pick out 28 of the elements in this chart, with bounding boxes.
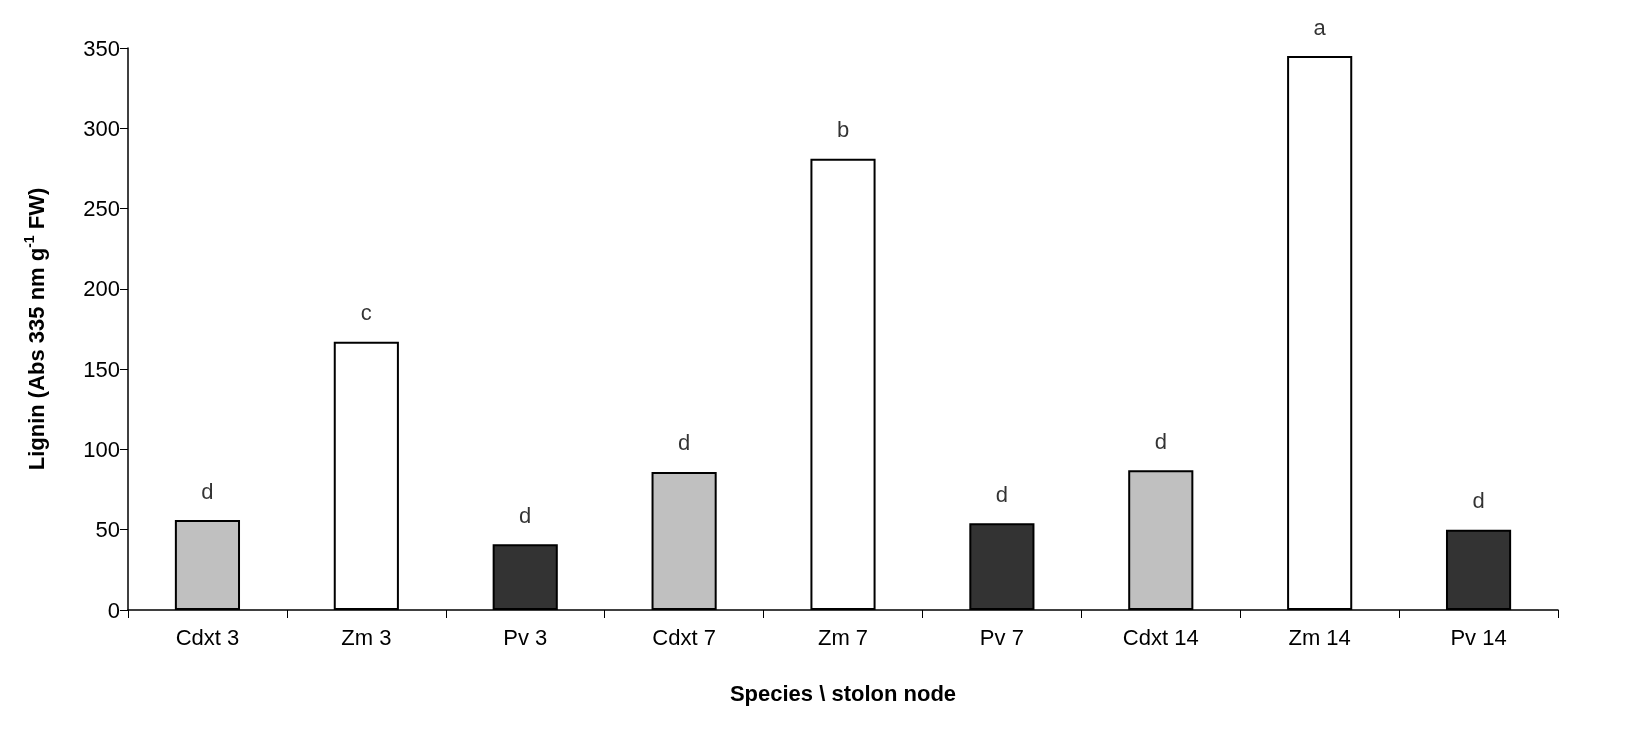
y-tick-label: 150 <box>83 356 120 382</box>
x-tick-label: Pv 7 <box>979 624 1024 650</box>
y-tick-label: 100 <box>83 436 120 462</box>
y-tick-label: 250 <box>83 196 120 222</box>
annotation: a <box>1313 14 1327 40</box>
x-tick-label: Cdxt 14 <box>1122 624 1199 650</box>
annotation: d <box>995 481 1009 507</box>
annotation: b <box>836 117 850 143</box>
x-axis-title: Species \ stolon node <box>729 680 957 706</box>
annotation: d <box>519 502 532 528</box>
x-tick-label: Zm 7 <box>817 624 869 650</box>
y-tick-label: 300 <box>83 115 120 141</box>
annotation: d <box>1472 488 1485 514</box>
y-tick-label: 50 <box>95 517 120 543</box>
x-tick-label: Zm 3 <box>341 624 392 650</box>
y-axis-title: Lignin (Abs 335 nm g-1 FW) <box>21 187 49 471</box>
x-tick-label: Zm 14 <box>1288 624 1351 650</box>
x-tick-label: Cdxt 3 <box>175 624 240 650</box>
annotation: d <box>201 478 214 504</box>
x-tick-label: Pv 3 <box>503 624 548 650</box>
annotation: c <box>360 300 372 326</box>
y-tick-label: 200 <box>83 276 120 302</box>
y-tick-label: 350 <box>83 35 120 61</box>
x-tick-label: Pv 14 <box>1450 624 1507 650</box>
x-tick-label: Cdxt 7 <box>652 624 716 650</box>
annotation: d <box>1154 428 1167 454</box>
y-tick-label: 0 <box>107 597 120 623</box>
annotation: d <box>677 430 691 456</box>
